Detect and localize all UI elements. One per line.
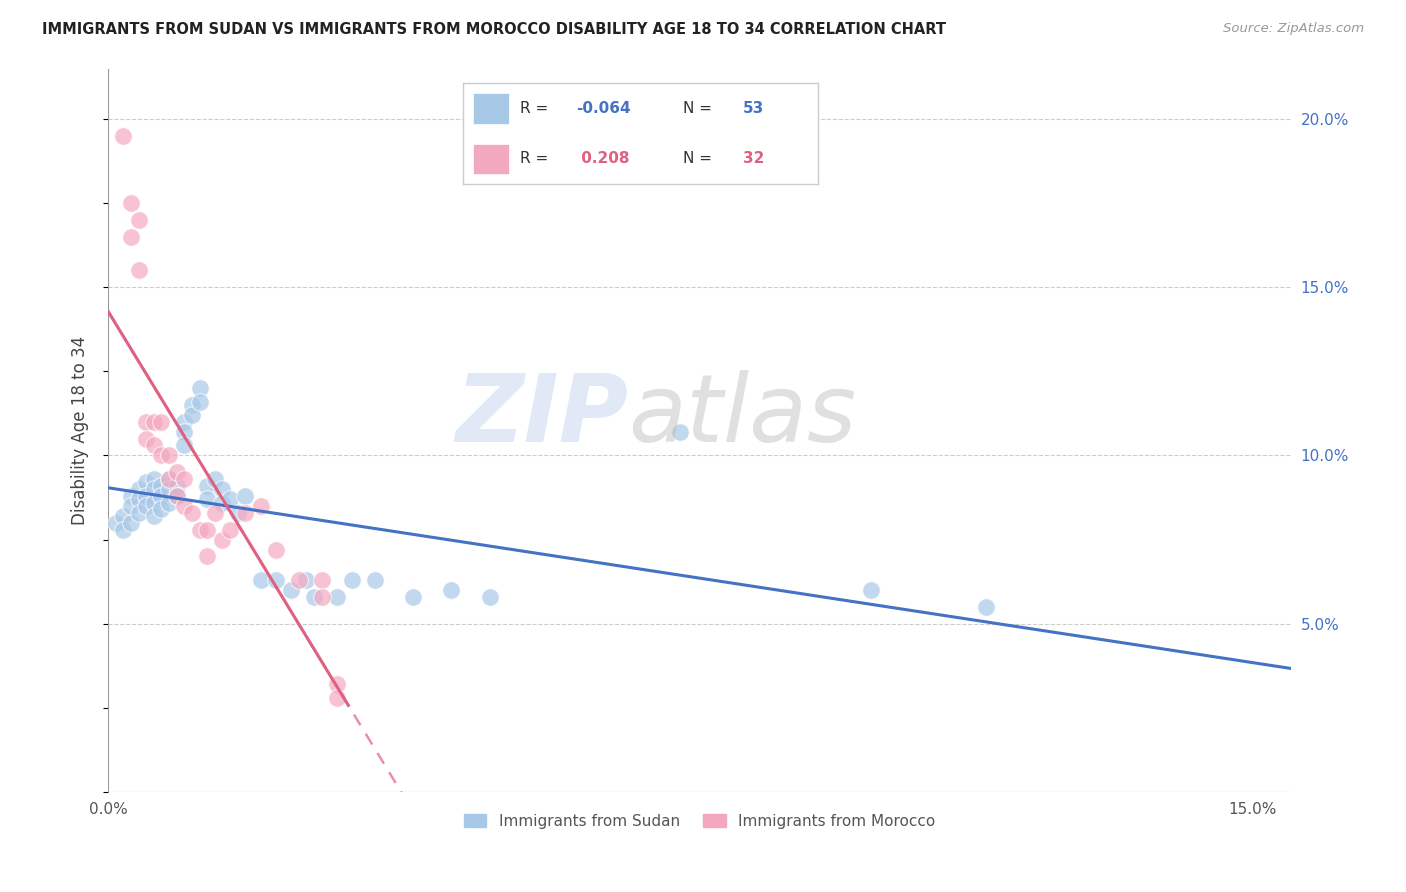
- Legend: Immigrants from Sudan, Immigrants from Morocco: Immigrants from Sudan, Immigrants from M…: [457, 807, 941, 835]
- Point: [166, 489, 188, 503]
- Point: [280, 583, 302, 598]
- Point: [204, 506, 226, 520]
- Point: [135, 415, 157, 429]
- Point: [478, 590, 501, 604]
- Point: [128, 263, 150, 277]
- Point: [128, 506, 150, 520]
- Point: [219, 523, 242, 537]
- Y-axis label: Disability Age 18 to 34: Disability Age 18 to 34: [72, 335, 89, 524]
- Point: [166, 489, 188, 503]
- Point: [150, 502, 173, 516]
- Point: [157, 472, 180, 486]
- Point: [173, 438, 195, 452]
- Point: [188, 523, 211, 537]
- Point: [364, 573, 387, 587]
- Point: [287, 573, 309, 587]
- Point: [120, 196, 142, 211]
- Point: [150, 415, 173, 429]
- Text: ZIP: ZIP: [456, 370, 628, 462]
- Point: [157, 482, 180, 496]
- Point: [166, 465, 188, 479]
- Point: [120, 499, 142, 513]
- Point: [233, 489, 256, 503]
- Point: [120, 516, 142, 530]
- Point: [264, 542, 287, 557]
- Point: [112, 128, 135, 143]
- Point: [219, 492, 242, 507]
- Point: [173, 499, 195, 513]
- Point: [195, 479, 218, 493]
- Point: [157, 449, 180, 463]
- Point: [112, 523, 135, 537]
- Point: [112, 509, 135, 524]
- Point: [188, 381, 211, 395]
- Point: [211, 533, 233, 547]
- Point: [135, 475, 157, 490]
- Point: [181, 506, 204, 520]
- Point: [402, 590, 425, 604]
- Point: [104, 516, 127, 530]
- Point: [173, 472, 195, 486]
- Point: [157, 495, 180, 509]
- Point: [128, 492, 150, 507]
- Point: [142, 482, 165, 496]
- Point: [150, 479, 173, 493]
- Point: [142, 472, 165, 486]
- Point: [142, 438, 165, 452]
- Point: [211, 482, 233, 496]
- Point: [173, 415, 195, 429]
- Point: [233, 506, 256, 520]
- Point: [150, 449, 173, 463]
- Point: [226, 506, 249, 520]
- Point: [264, 573, 287, 587]
- Point: [181, 408, 204, 422]
- Point: [173, 425, 195, 439]
- Point: [188, 394, 211, 409]
- Point: [150, 489, 173, 503]
- Point: [669, 425, 692, 439]
- Point: [157, 472, 180, 486]
- Point: [302, 590, 325, 604]
- Point: [142, 415, 165, 429]
- Point: [326, 677, 349, 691]
- Point: [166, 479, 188, 493]
- Point: [135, 499, 157, 513]
- Point: [142, 495, 165, 509]
- Point: [211, 495, 233, 509]
- Point: [440, 583, 463, 598]
- Text: atlas: atlas: [628, 370, 856, 461]
- Point: [135, 432, 157, 446]
- Point: [860, 583, 883, 598]
- Point: [128, 213, 150, 227]
- Point: [135, 489, 157, 503]
- Point: [974, 599, 997, 614]
- Point: [249, 573, 271, 587]
- Point: [326, 590, 349, 604]
- Point: [181, 398, 204, 412]
- Point: [120, 489, 142, 503]
- Point: [295, 573, 318, 587]
- Point: [120, 229, 142, 244]
- Text: IMMIGRANTS FROM SUDAN VS IMMIGRANTS FROM MOROCCO DISABILITY AGE 18 TO 34 CORRELA: IMMIGRANTS FROM SUDAN VS IMMIGRANTS FROM…: [42, 22, 946, 37]
- Point: [195, 523, 218, 537]
- Point: [340, 573, 363, 587]
- Point: [311, 590, 333, 604]
- Point: [311, 573, 333, 587]
- Point: [142, 509, 165, 524]
- Text: Source: ZipAtlas.com: Source: ZipAtlas.com: [1223, 22, 1364, 36]
- Point: [204, 472, 226, 486]
- Point: [128, 482, 150, 496]
- Point: [249, 499, 271, 513]
- Point: [195, 549, 218, 564]
- Point: [326, 690, 349, 705]
- Point: [195, 492, 218, 507]
